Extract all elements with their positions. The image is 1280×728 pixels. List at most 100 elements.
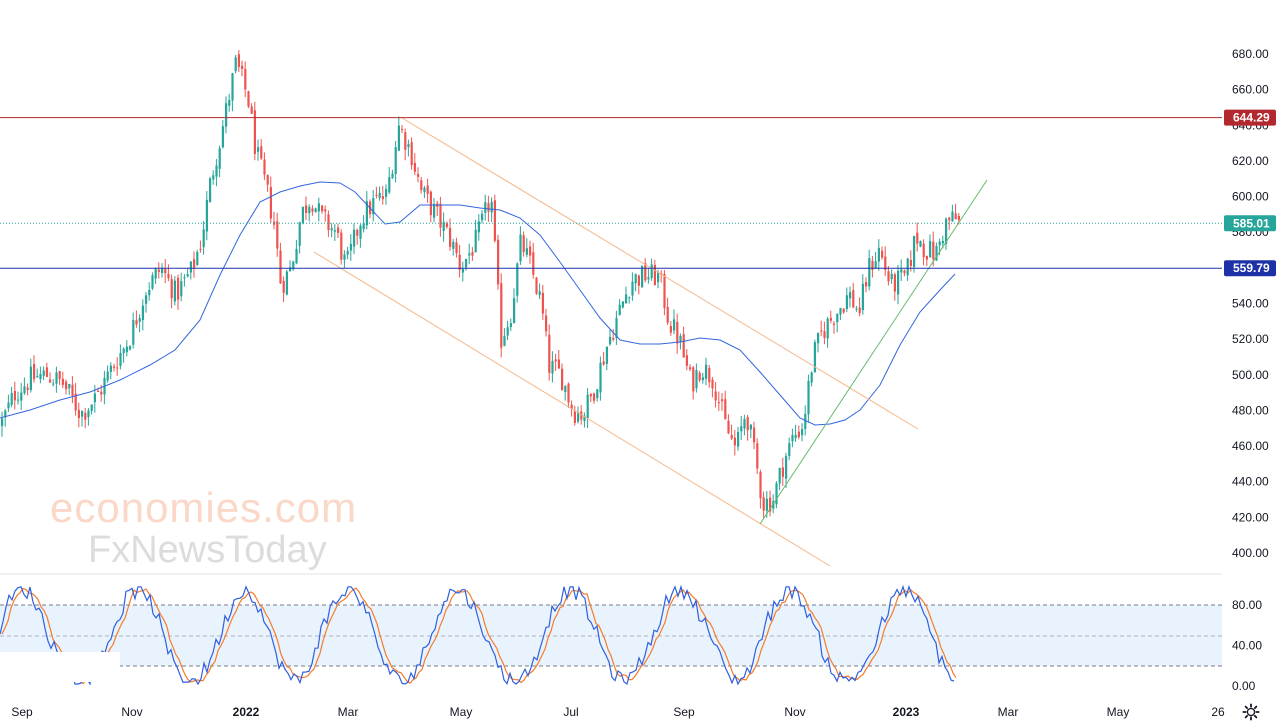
candle (718, 392, 720, 411)
candle (535, 277, 537, 295)
candle (897, 265, 899, 304)
candle (567, 382, 569, 408)
candle (564, 385, 566, 401)
candle (475, 220, 477, 253)
oscillator-axis[interactable]: 80.00 40.00 0.00 (1232, 598, 1262, 693)
candle (644, 258, 646, 282)
candle (395, 141, 397, 182)
candle (484, 195, 486, 221)
candle (94, 385, 96, 413)
uptrend-line (760, 180, 987, 524)
candle (625, 287, 627, 304)
candle (311, 205, 313, 216)
candle (273, 212, 275, 230)
candle (596, 389, 598, 401)
candle (868, 250, 870, 291)
candle (599, 357, 601, 401)
candle (871, 256, 873, 278)
candle (558, 350, 560, 369)
candle (907, 258, 909, 281)
price-tick-label: 660.00 (1232, 83, 1269, 97)
candle (459, 245, 461, 278)
candle (782, 458, 784, 486)
candle (411, 137, 413, 169)
candle (545, 309, 547, 337)
candle (318, 198, 320, 222)
candle (465, 259, 467, 271)
candle (241, 61, 243, 77)
time-axis[interactable]: Sep Nov 2022 Mar May Jul Sep Nov 2023 Mar May 26 (11, 705, 1225, 719)
candle (398, 117, 400, 151)
time-tick-label: 26 (1211, 705, 1225, 719)
candle (606, 346, 608, 370)
candle (359, 224, 361, 248)
candle (884, 246, 886, 276)
settings-gear-icon[interactable] (1242, 703, 1260, 721)
candle (468, 244, 470, 264)
candle (14, 382, 16, 410)
candle (43, 366, 45, 380)
candle (62, 372, 64, 388)
candle (113, 364, 115, 371)
candle (801, 423, 803, 441)
candle (699, 371, 701, 382)
candle (375, 187, 377, 199)
candle (55, 367, 57, 393)
candle (337, 224, 339, 238)
candle (222, 120, 224, 148)
candle (903, 269, 905, 276)
candle (811, 371, 813, 386)
price-tick-label: 680.00 (1232, 47, 1269, 61)
candle (779, 468, 781, 490)
candle (391, 170, 393, 179)
candle (212, 170, 214, 185)
candle (923, 239, 925, 265)
candle (417, 167, 419, 182)
candle (436, 201, 438, 216)
time-tick-label: Sep (11, 705, 33, 719)
candle (702, 373, 704, 384)
candle (715, 382, 717, 407)
candle (171, 275, 173, 309)
candle (647, 268, 649, 283)
candle (215, 159, 217, 186)
candle (91, 404, 93, 414)
candle (769, 491, 771, 517)
candle (443, 212, 445, 241)
candle (203, 221, 205, 255)
candle (295, 240, 297, 265)
price-tick-label: 540.00 (1232, 297, 1269, 311)
watermark-fxnewstoday: FxNewsToday (88, 529, 327, 571)
candle (148, 282, 150, 301)
candle (763, 492, 765, 518)
candle (593, 393, 595, 404)
candle (727, 414, 729, 434)
candle (385, 184, 387, 205)
last-price-badge: 585.01 (1224, 215, 1276, 231)
time-tick-label: May (1107, 705, 1130, 719)
candle (526, 238, 528, 257)
candle (743, 415, 745, 436)
candle (71, 376, 73, 403)
candle (455, 238, 457, 258)
candle (919, 240, 921, 247)
candle (235, 55, 237, 73)
candle (292, 261, 294, 271)
candle (27, 384, 29, 396)
candle (519, 226, 521, 265)
candle (500, 273, 502, 357)
candle (753, 422, 755, 449)
candle (209, 177, 211, 203)
candle (737, 427, 739, 451)
candle (660, 270, 662, 283)
candle (33, 355, 35, 382)
candle (254, 102, 256, 160)
candle (817, 333, 819, 353)
candle (174, 276, 176, 305)
resistance-price-badge: 644.29 (1224, 110, 1276, 126)
candle (529, 241, 531, 264)
candle (161, 263, 163, 278)
candle (193, 251, 195, 277)
candle (183, 274, 185, 287)
